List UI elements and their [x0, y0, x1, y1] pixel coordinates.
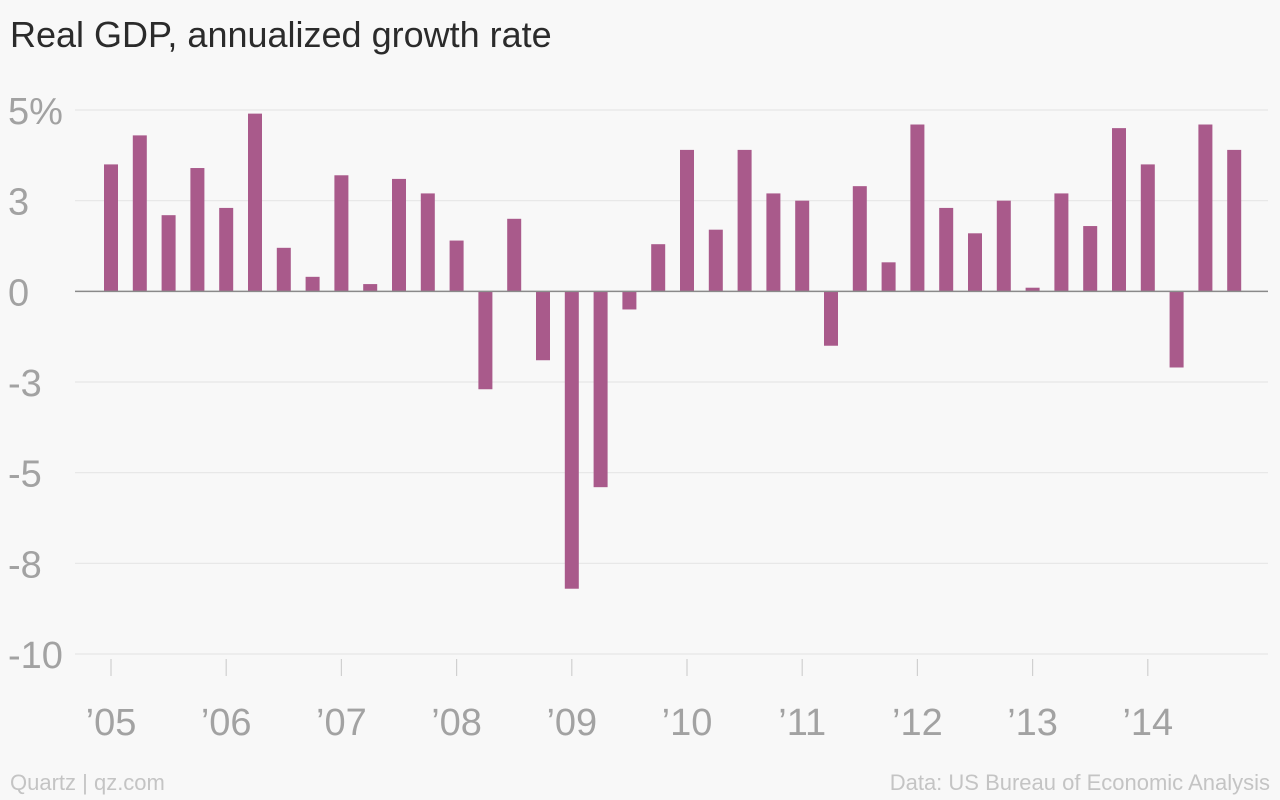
- bar-2012-q4: [996, 200, 1011, 292]
- footer-credit: Quartz | qz.com: [10, 770, 165, 795]
- bar-2007-q4: [420, 193, 435, 292]
- bar-2011-q2: [824, 291, 838, 346]
- bar-2014-q2: [1169, 291, 1184, 368]
- chart-title: Real GDP, annualized growth rate: [10, 14, 552, 55]
- bar-2005-q3: [161, 215, 176, 292]
- x-tick-label: ’12: [892, 702, 943, 744]
- bar-2014-q1: [1140, 164, 1155, 292]
- x-tick-label: ’09: [546, 702, 597, 744]
- bar-2009-q3: [622, 291, 637, 310]
- y-axis: 5% 3 0 -3 -5 -8 -10: [8, 91, 63, 677]
- bar-2014-q4: [1227, 149, 1242, 292]
- x-tick-label: ’05: [86, 702, 137, 744]
- bar-2010-q3: [737, 149, 752, 292]
- bar-2013-q1: [1025, 287, 1040, 292]
- y-tick-label: 3: [8, 182, 29, 224]
- x-tick-label: ’07: [316, 702, 367, 744]
- bar-2009-q1: [564, 291, 579, 589]
- x-axis: ’05 ’06 ’07 ’08 ’09 ’10 ’11 ’12 ’13 ’14: [86, 659, 1173, 744]
- bar-2005-q1: [104, 164, 118, 292]
- bar-2011-q4: [881, 262, 896, 292]
- y-tick-label: 5%: [8, 91, 63, 133]
- bar-2007-q2: [363, 284, 378, 292]
- bar-2006-q2: [248, 113, 262, 292]
- bars: [104, 113, 1242, 589]
- bar-2010-q4: [766, 193, 781, 292]
- bar-2008-q3: [507, 218, 522, 292]
- bar-2012-q1: [910, 124, 925, 292]
- bar-2010-q1: [680, 149, 694, 292]
- bar-2013-q3: [1083, 226, 1098, 292]
- bar-2011-q3: [852, 186, 867, 292]
- bar-2007-q1: [334, 175, 349, 292]
- bar-2011-q1: [795, 200, 810, 292]
- x-tick-label: ’14: [1122, 702, 1173, 744]
- bar-2012-q3: [968, 233, 982, 292]
- x-tick-label: ’10: [662, 702, 713, 744]
- x-tick-label: ’11: [778, 702, 826, 744]
- grid-lines: [75, 109, 1268, 655]
- bar-2009-q4: [651, 244, 666, 292]
- y-tick-label: -8: [8, 544, 42, 586]
- y-tick-label: -10: [8, 635, 63, 677]
- y-tick-label: -5: [8, 454, 42, 496]
- bar-2005-q4: [190, 168, 205, 292]
- x-tick-label: ’08: [431, 702, 482, 744]
- bar-2013-q2: [1054, 193, 1069, 292]
- x-tick-label: ’06: [201, 702, 252, 744]
- bar-2005-q2: [132, 135, 147, 292]
- bar-2006-q1: [219, 207, 234, 292]
- bar-2009-q2: [593, 291, 608, 488]
- bar-2006-q3: [276, 247, 291, 292]
- bar-2008-q1: [449, 240, 464, 292]
- bar-2007-q3: [392, 178, 406, 292]
- footer-source: Data: US Bureau of Economic Analysis: [889, 770, 1270, 795]
- bar-2006-q4: [305, 276, 320, 292]
- bar-2014-q3: [1198, 124, 1213, 292]
- bar-2010-q2: [708, 229, 723, 292]
- bar-2008-q4: [536, 291, 550, 361]
- bar-2012-q2: [939, 207, 954, 292]
- bar-2013-q4: [1112, 128, 1126, 292]
- bar-2008-q2: [478, 291, 493, 390]
- y-tick-label: 0: [8, 272, 29, 314]
- x-tick-label: ’13: [1007, 702, 1058, 744]
- y-tick-label: -3: [8, 363, 42, 405]
